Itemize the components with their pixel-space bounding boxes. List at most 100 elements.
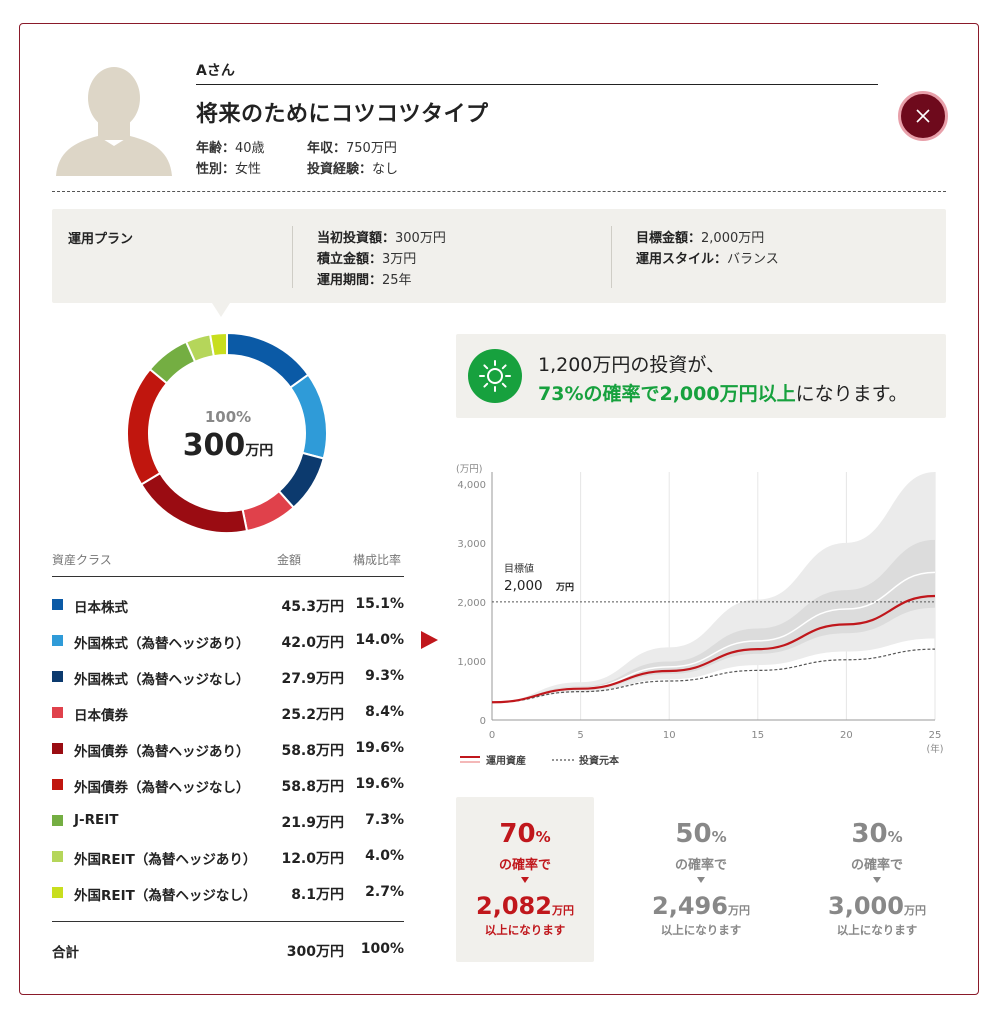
asset-amount: 21.9万円 (281, 815, 344, 831)
avatar (56, 67, 172, 176)
plan-goal: 目標金額：2,000万円 運用スタイル：バランス (636, 228, 779, 270)
asset-class-label: 外国REIT（為替ヘッジなし） (74, 888, 257, 904)
asset-class-label: 外国株式（為替ヘッジなし） (74, 672, 250, 688)
color-swatch (52, 743, 63, 754)
asset-ratio: 15.1% (355, 596, 404, 612)
table-footer-line (52, 921, 404, 922)
y-unit-label: (万円) (456, 464, 482, 475)
probability-value: 30% (851, 819, 903, 849)
y-tick-label: 0 (480, 716, 486, 727)
asset-class-label: J-REIT (74, 812, 119, 828)
probability-text: の確率で (498, 858, 551, 873)
plan-box: 運用プラン 当初投資額：300万円 積立金額：3万円 運用期間：25年 目標金額… (52, 209, 946, 303)
color-swatch (52, 671, 63, 682)
probability-card[interactable]: 70% の確率で 2,082万円以上になります (456, 797, 594, 962)
projected-amount: 3,000万円 (828, 892, 926, 920)
probability-text: の確率で (850, 858, 903, 873)
close-icon (916, 109, 930, 123)
asset-class-label: 外国債券（為替ヘッジあり） (74, 744, 250, 760)
projected-suffix: 以上になります (660, 923, 742, 937)
table-header-line (52, 576, 404, 577)
gender-info: 性別：女性 (196, 162, 262, 177)
color-swatch (52, 851, 63, 862)
probability-text: の確率で (674, 858, 727, 873)
target-value: 2,000 (504, 578, 543, 594)
plan-title: 運用プラン (68, 232, 134, 247)
asset-ratio: 8.4% (365, 704, 404, 720)
target-amount: 目標金額：2,000万円 (636, 231, 765, 246)
x-tick-label: 0 (489, 730, 495, 741)
plan-separator (611, 226, 612, 288)
probability-value: 70% (499, 819, 551, 849)
color-swatch (52, 707, 63, 718)
table-row: 外国債券（為替ヘッジなし） 58.8万円 19.6% (52, 775, 404, 796)
asset-ratio: 9.3% (365, 668, 404, 684)
plan-details: 当初投資額：300万円 積立金額：3万円 運用期間：25年 (317, 228, 446, 291)
sun-icon (468, 349, 522, 403)
result-line-1: 1,200万円の投資が、 (538, 354, 726, 376)
color-swatch (52, 887, 63, 898)
table-row: 外国REIT（為替ヘッジあり） 12.0万円 4.0% (52, 847, 404, 868)
experience-info: 投資経験：なし (307, 162, 399, 177)
table-row: 外国債券（為替ヘッジあり） 58.8万円 19.6% (52, 739, 404, 760)
table-row: 日本株式 45.3万円 15.1% (52, 595, 404, 616)
asset-ratio: 19.6% (355, 740, 404, 756)
color-swatch (52, 635, 63, 646)
x-tick-label: 25 (929, 730, 942, 741)
page-title: 将来のためにコツコツタイプ (196, 102, 489, 127)
donut-amount: 300万円 (182, 428, 274, 463)
legend-principal-label: 投資元本 (579, 754, 620, 767)
projected-suffix: 以上になります (484, 923, 566, 937)
asset-class-label: 外国株式（為替ヘッジあり） (74, 636, 250, 652)
donut-percent: 100% (204, 408, 252, 426)
asset-ratio: 4.0% (365, 848, 404, 864)
person-name: Aさん (196, 63, 235, 79)
x-tick-label: 15 (751, 730, 764, 741)
y-tick-label: 2,000 (457, 598, 486, 609)
asset-series-line (491, 594, 936, 704)
col-header-amount: 金額 (277, 553, 302, 567)
target-unit: 万円 (555, 582, 574, 593)
asset-class-label: 日本株式 (74, 600, 128, 616)
projection-chart: 0 1,000 2,000 3,000 4,000 0 5 10 15 20 25 (万円) (年) 目標… (456, 464, 944, 767)
probability-card[interactable]: 50% の確率で 2,496万円 以上になります (632, 797, 770, 962)
x-unit-label: (年) (927, 743, 944, 755)
asset-amount: 58.8万円 (281, 779, 344, 795)
plan-pointer (212, 303, 230, 317)
asset-class-label: 外国債券（為替ヘッジなし） (74, 780, 250, 796)
y-tick-label: 1,000 (457, 657, 486, 668)
total-amount: 300万円 (286, 944, 344, 960)
asset-ratio: 2.7% (365, 884, 404, 900)
col-header-ratio: 構成比率 (353, 553, 402, 567)
color-swatch (52, 599, 63, 610)
y-tick-label: 3,000 (457, 539, 486, 550)
donut-slice (226, 331, 310, 389)
color-swatch (52, 815, 63, 826)
probability-card[interactable]: 30% の確率で 3,000万円 以上になります (808, 797, 946, 962)
close-button[interactable] (898, 91, 948, 141)
principal-series-line (491, 648, 936, 703)
donut-slice (208, 331, 228, 358)
color-swatch (52, 779, 63, 790)
asset-amount: 25.2万円 (281, 707, 344, 723)
probability-value: 50% (675, 819, 727, 849)
asset-class-label: 日本債券 (74, 708, 128, 724)
result-box: 1,200万円の投資が、 73%の確率で2,000万円以上になります。 (456, 334, 946, 418)
initial-investment: 当初投資額：300万円 (317, 231, 446, 246)
x-tick-label: 10 (663, 730, 676, 741)
x-tick-label: 5 (577, 730, 583, 741)
result-highlight: 73%の確率で2,000万円以上 (538, 383, 796, 405)
plan-separator (292, 226, 293, 288)
name-divider (196, 84, 878, 85)
asset-amount: 12.0万円 (281, 851, 344, 867)
investment-style: 運用スタイル：バランス (636, 252, 779, 267)
total-label: 合計 (52, 945, 79, 961)
total-ratio: 100% (360, 941, 404, 957)
projected-amount: 2,082万円 (476, 892, 574, 920)
age-info: 年齢：40歳 (196, 141, 265, 156)
asset-ratio: 14.0% (355, 632, 404, 648)
result-line-2: 73%の確率で2,000万円以上になります。 (538, 383, 908, 405)
table-row: J-REIT 21.9万円 7.3% (52, 811, 404, 831)
table-row: 外国株式（為替ヘッジあり） 42.0万円 14.0% (52, 631, 404, 652)
asset-ratio: 19.6% (355, 776, 404, 792)
